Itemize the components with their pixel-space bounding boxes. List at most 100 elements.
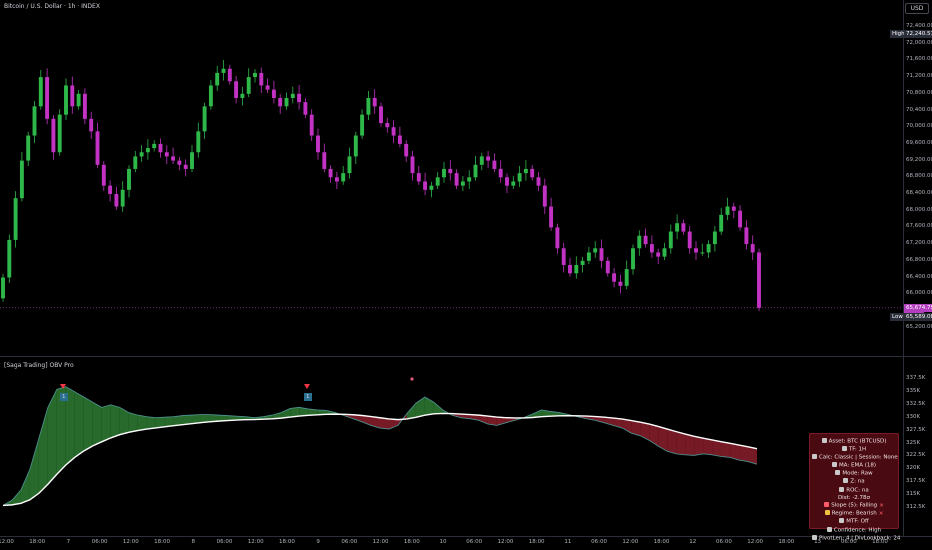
indicator-axis[interactable] <box>903 357 932 536</box>
obv-fill-segment <box>83 397 93 451</box>
time-tick-label: 06:00 <box>715 539 732 545</box>
candle-body <box>259 72 264 86</box>
candle-body <box>454 173 459 186</box>
candle-body <box>568 264 572 274</box>
candle-body <box>530 168 535 178</box>
candle-body <box>549 206 554 228</box>
symbol-title[interactable]: Bitcoin / U.S. Dollar · 1h · INDEX <box>4 3 100 10</box>
candle-body <box>202 106 207 132</box>
obv-fill-segment <box>56 386 66 475</box>
obv-fill-segment <box>272 412 282 419</box>
price-tick-label: 69,200.00 <box>906 156 932 163</box>
candle-body <box>221 68 226 73</box>
time-tick-label: 10 <box>439 539 447 545</box>
cross-icon: ✕ <box>879 502 884 509</box>
time-tick-label: 12:00 <box>0 539 14 545</box>
candle-body <box>662 248 667 257</box>
info-roc: ROC: na <box>812 486 896 495</box>
pencil-icon <box>835 470 841 476</box>
candle-body <box>391 127 396 136</box>
candle-body <box>442 168 446 178</box>
candle-body <box>429 185 434 190</box>
time-tick-label: 12:00 <box>497 539 514 545</box>
pane-separator[interactable] <box>0 356 932 357</box>
candle-body <box>397 135 402 144</box>
candle-body <box>738 210 743 228</box>
obv-fill-segment <box>424 397 434 416</box>
info-ma: MA: EMA (18) <box>812 462 896 470</box>
info-slope: Slope (5): Falling ✕ <box>812 502 896 510</box>
candle-body <box>523 168 528 174</box>
obv-fill-segment <box>712 439 722 457</box>
pivot-dot-marker <box>410 377 414 381</box>
indicator-title[interactable]: [Saga Trading] OBV Pro <box>4 362 74 369</box>
price-tick-label: 72,400.00 <box>906 23 932 29</box>
layers-icon <box>839 518 845 524</box>
obv-fill-segment <box>478 415 488 424</box>
candle-body <box>605 260 610 274</box>
candle-body <box>423 181 428 190</box>
candle-body <box>668 231 673 249</box>
candle-body <box>89 118 94 132</box>
calculator-icon <box>812 454 817 460</box>
candle-body <box>171 156 176 161</box>
obv-fill-segment <box>532 409 542 418</box>
time-tick-label: 18:00 <box>653 539 670 545</box>
price-tick-label: 70,800.00 <box>906 89 932 96</box>
ma-icon <box>831 462 837 468</box>
time-tick-label: 11 <box>564 539 572 545</box>
price-chart-pane[interactable] <box>0 0 903 356</box>
candle-body <box>574 264 579 274</box>
time-tick-label: 12:00 <box>247 539 264 545</box>
candle-body <box>76 93 81 107</box>
candle-body <box>750 244 755 253</box>
divergence-marker-down <box>304 384 310 389</box>
candle-body <box>45 77 50 119</box>
indicator-tick-label: 320K <box>906 465 921 472</box>
candle-body <box>208 85 213 107</box>
candle-body <box>479 156 484 165</box>
candle-body <box>712 231 717 245</box>
candle-body <box>593 248 598 253</box>
price-axis[interactable] <box>903 0 932 356</box>
obv-fill-segment <box>433 402 443 414</box>
price-tick-label: 71,200.00 <box>906 73 932 80</box>
obv-ma-line <box>2 412 758 507</box>
indicator-tick-label: 315K <box>906 491 921 498</box>
price-tick-label: 68,800.00 <box>906 173 932 180</box>
candle-body <box>127 168 131 190</box>
obv-fill-segment <box>65 386 75 466</box>
obv-fill-segment <box>317 409 327 415</box>
currency-button[interactable]: USD <box>905 3 929 14</box>
candle-body <box>360 114 365 136</box>
price-tick-label: 70,400.00 <box>906 106 932 113</box>
obv-indicator-pane[interactable] <box>0 357 903 536</box>
obv-fill-segment <box>721 441 731 458</box>
time-tick-label: 06:00 <box>466 539 483 545</box>
obv-line <box>2 386 758 506</box>
candle-body <box>706 244 711 253</box>
clock-icon <box>841 446 847 452</box>
candle-body <box>435 177 440 186</box>
candle-body <box>561 248 566 265</box>
time-axis[interactable]: 12:00 18:00 7 06:00 12:00 18:00 8 06:00 12:00 18:… <box>0 536 932 550</box>
candle-body <box>328 168 333 178</box>
obv-fill-segment <box>586 416 596 421</box>
candle-body <box>511 181 516 186</box>
price-tick-label: 65,200.00 <box>906 323 932 330</box>
obv-fill-segment <box>388 418 398 430</box>
candle-body <box>719 214 724 232</box>
obv-fill-segment <box>406 403 416 419</box>
candle-body <box>618 281 623 286</box>
obv-fill-segment <box>191 414 201 424</box>
indicator-tick-label: 325K <box>906 439 921 446</box>
candle-body <box>486 156 491 161</box>
candle-body <box>675 223 680 232</box>
candle-body <box>177 160 182 165</box>
obv-fill-segment <box>299 407 309 417</box>
obv-fill-segment <box>667 429 677 454</box>
dot-icon <box>824 510 830 516</box>
candle-body <box>649 244 654 253</box>
candle-body <box>95 131 100 165</box>
obv-fill-segment <box>676 431 686 455</box>
